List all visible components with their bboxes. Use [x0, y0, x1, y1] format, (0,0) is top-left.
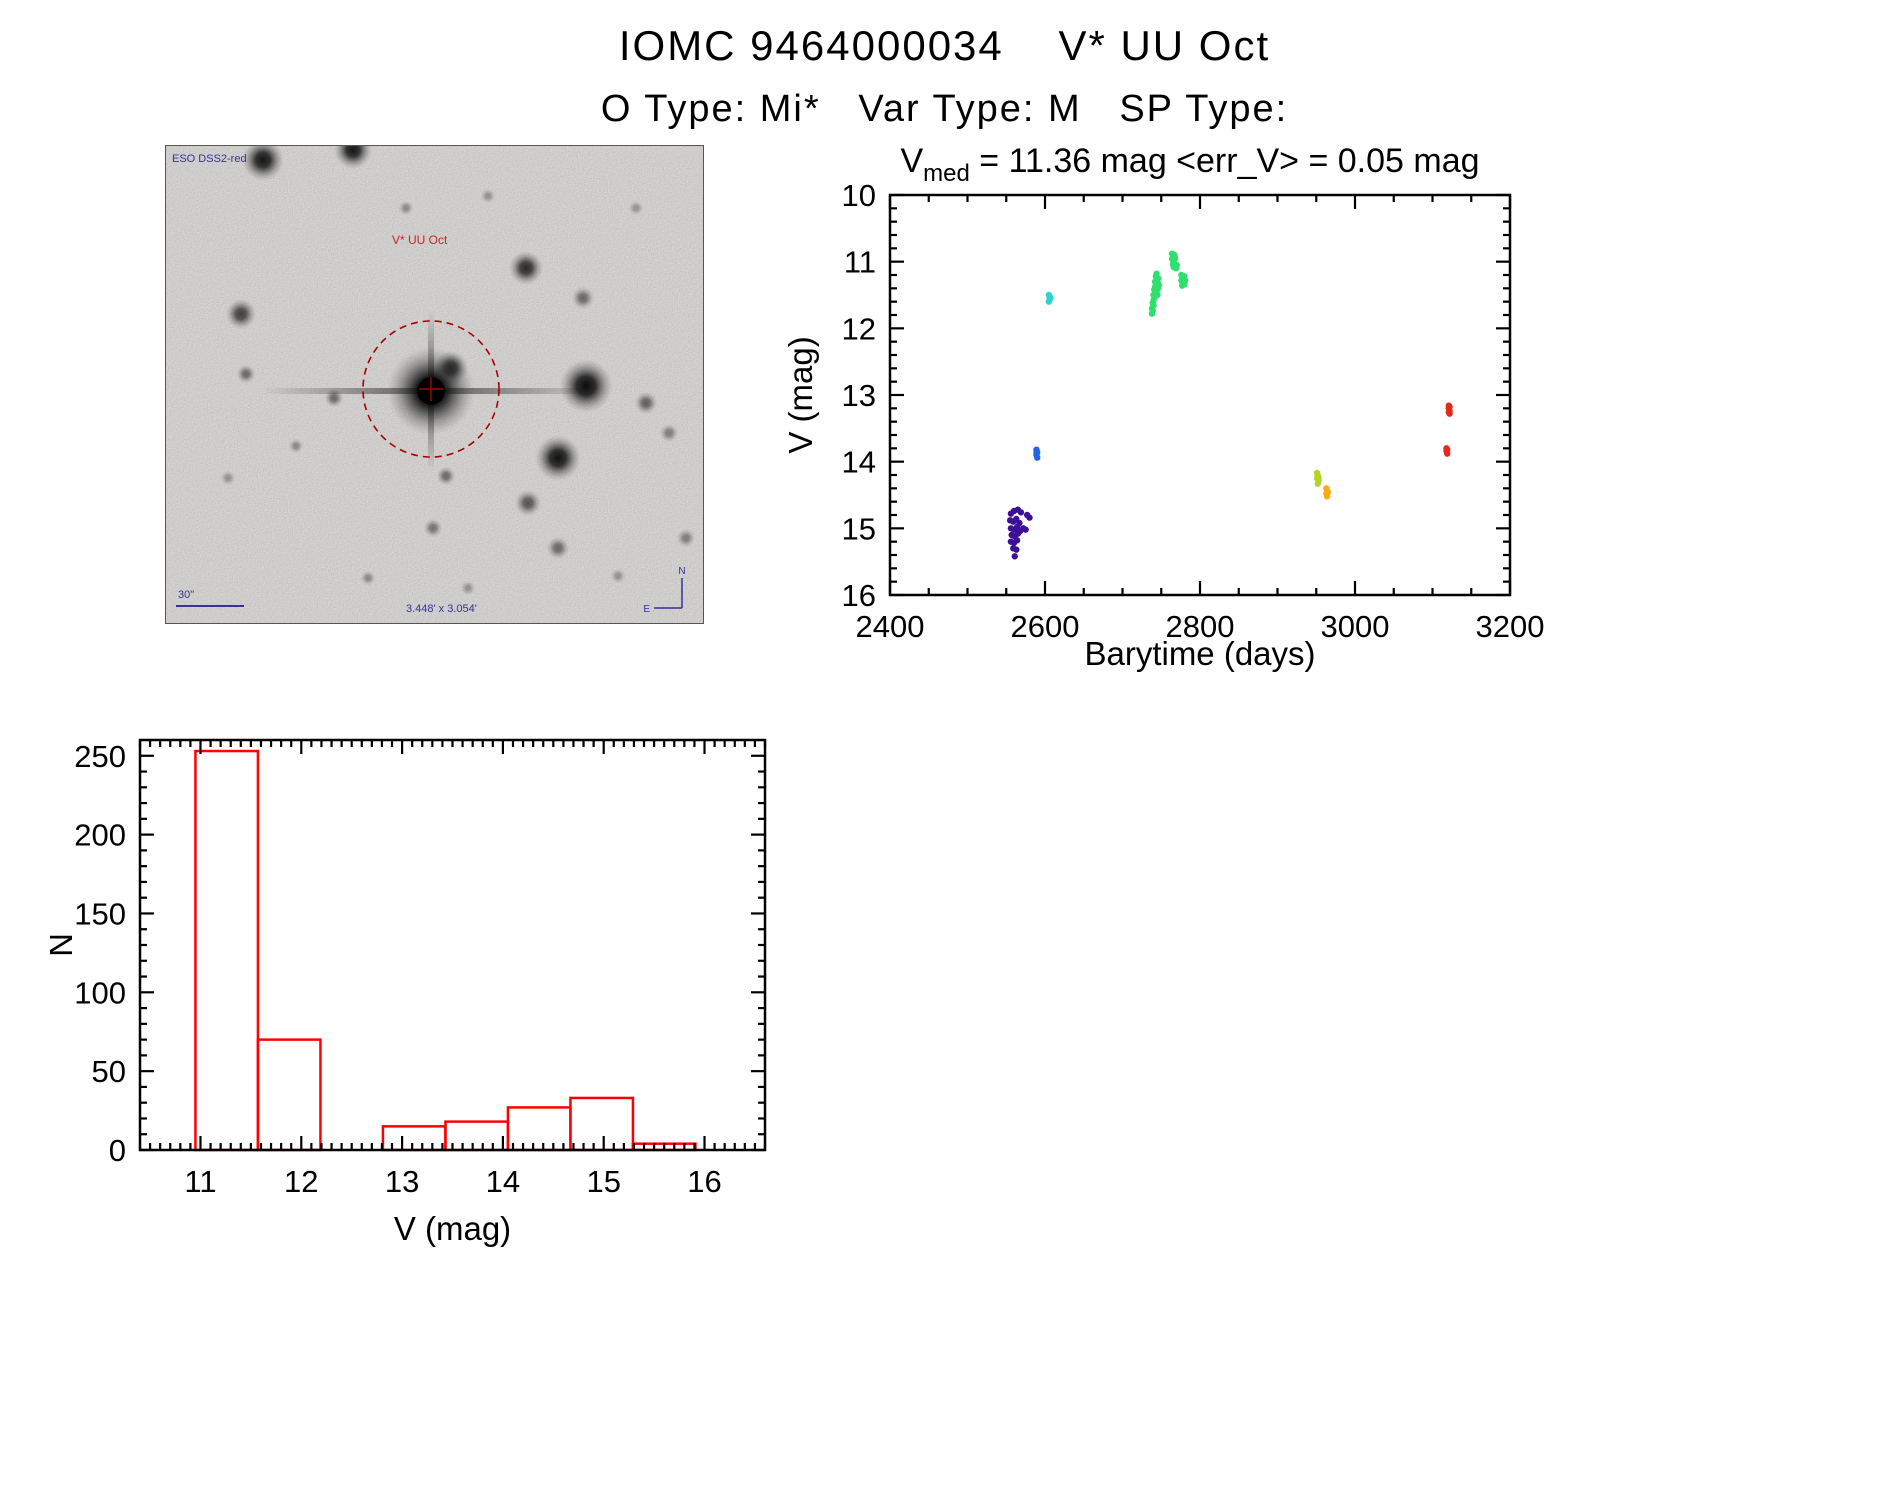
plot-frame — [138, 738, 767, 1152]
data-point — [1154, 275, 1162, 282]
data-point — [1314, 480, 1321, 487]
y-tick-label: 16 — [842, 578, 876, 613]
chart-title: Vmed = 11.36 mag <err_V> = 0.05 mag — [900, 142, 1479, 187]
data-point — [1172, 265, 1180, 272]
y-tick-label: 250 — [74, 739, 126, 774]
star — [242, 146, 284, 181]
star — [535, 435, 581, 481]
data-point — [1013, 546, 1020, 553]
data-point — [1033, 449, 1040, 456]
star — [220, 470, 236, 486]
x-tick-label: 3000 — [1321, 609, 1390, 644]
y-tick-label: 100 — [74, 975, 126, 1010]
lightcurve-chart: Vmed = 11.36 mag <err_V> = 0.05 mag 2400 2… — [782, 142, 1545, 672]
y-tick-label: 0 — [109, 1133, 126, 1168]
y-axis-label: N — [50, 933, 79, 957]
y-axis-label: V (mag) — [782, 336, 819, 453]
data-point — [1445, 409, 1452, 416]
star — [610, 568, 626, 584]
x-tick-label: 12 — [284, 1164, 318, 1199]
histogram-bar — [444, 1120, 510, 1152]
data-point — [1022, 526, 1029, 533]
star — [436, 466, 456, 486]
y-tick-label: 10 — [842, 178, 876, 213]
star — [628, 200, 644, 216]
star — [360, 570, 376, 586]
histogram-bar — [569, 1096, 635, 1152]
star — [480, 188, 496, 204]
data-point — [1172, 255, 1179, 262]
data-point — [1444, 446, 1451, 453]
star — [514, 489, 542, 517]
histogram-bar — [194, 749, 260, 1152]
compass-north-label: N — [678, 566, 685, 577]
target-name-label: V* UU Oct — [392, 233, 448, 247]
star — [236, 364, 256, 384]
data-point — [1026, 514, 1033, 521]
x-tick-label: 13 — [385, 1164, 419, 1199]
star — [571, 286, 595, 310]
y-tick-label: 150 — [74, 896, 126, 931]
histogram-bar — [506, 1106, 572, 1152]
x-axis-label: Barytime (days) — [1084, 635, 1315, 672]
data-point — [1011, 553, 1018, 560]
y-tick-label: 15 — [842, 511, 876, 546]
data-point — [1034, 454, 1041, 461]
star — [508, 250, 544, 286]
y-tick-label: 13 — [842, 378, 876, 413]
star — [288, 438, 304, 454]
page-subtitle: O Type: Mi* Var Type: M SP Type: — [600, 88, 1289, 130]
data-point — [1045, 298, 1053, 305]
scatter-points — [1006, 250, 1453, 560]
x-tick-label: 2400 — [856, 609, 925, 644]
data-point — [1446, 403, 1453, 411]
star — [546, 536, 570, 560]
y-tick-label: 50 — [92, 1054, 126, 1089]
star — [676, 528, 696, 548]
star — [398, 200, 414, 216]
data-point — [1155, 281, 1163, 289]
star — [423, 518, 443, 538]
y-tick-label: 12 — [842, 311, 876, 346]
y-tick-label: 14 — [842, 445, 876, 480]
data-point — [1181, 281, 1188, 288]
x-tick-label: 2600 — [1011, 609, 1080, 644]
data-point — [1013, 537, 1021, 544]
finder-chart-image: ESO DSS2-red V* UU Oct 30" 3.448' x 3.054' N… — [165, 145, 704, 624]
x-tick-label: 3200 — [1476, 609, 1545, 644]
scale-label: 30" — [178, 589, 194, 601]
page-title: IOMC 9464000034 V* UU Oct — [618, 22, 1271, 69]
data-point — [1324, 489, 1332, 496]
axis-ticks — [888, 193, 1512, 597]
star — [225, 298, 257, 330]
data-point — [1017, 509, 1025, 516]
x-tick-label: 14 — [486, 1164, 520, 1199]
histogram-chart: 11 12 13 14 15 16 0 50 100 150 200 250 V (mag) N — [50, 738, 767, 1247]
axis-ticks — [138, 740, 767, 1152]
x-tick-label: 15 — [586, 1164, 620, 1199]
compass-east-label: E — [643, 604, 650, 615]
x-tick-label: 2800 — [1166, 609, 1235, 644]
y-tick-label: 11 — [844, 245, 876, 280]
star — [634, 391, 658, 415]
x-tick-label: 11 — [184, 1164, 216, 1199]
target-circle-marker — [362, 320, 500, 458]
survey-label: ESO DSS2-red — [172, 153, 247, 165]
x-tick-label: 16 — [687, 1164, 721, 1199]
histogram-bar — [256, 1038, 322, 1152]
plot-frame — [888, 193, 1512, 597]
data-point — [1153, 288, 1160, 295]
data-point — [1014, 530, 1022, 537]
data-point — [1315, 474, 1322, 481]
histogram-bars — [194, 749, 697, 1152]
star — [460, 580, 476, 596]
star — [559, 359, 613, 413]
x-axis-label: V (mag) — [394, 1210, 511, 1247]
y-tick-label: 200 — [74, 818, 126, 853]
star — [334, 146, 372, 169]
compass — [654, 578, 683, 609]
fov-label: 3.448' x 3.054' — [406, 603, 477, 615]
star — [659, 423, 679, 443]
